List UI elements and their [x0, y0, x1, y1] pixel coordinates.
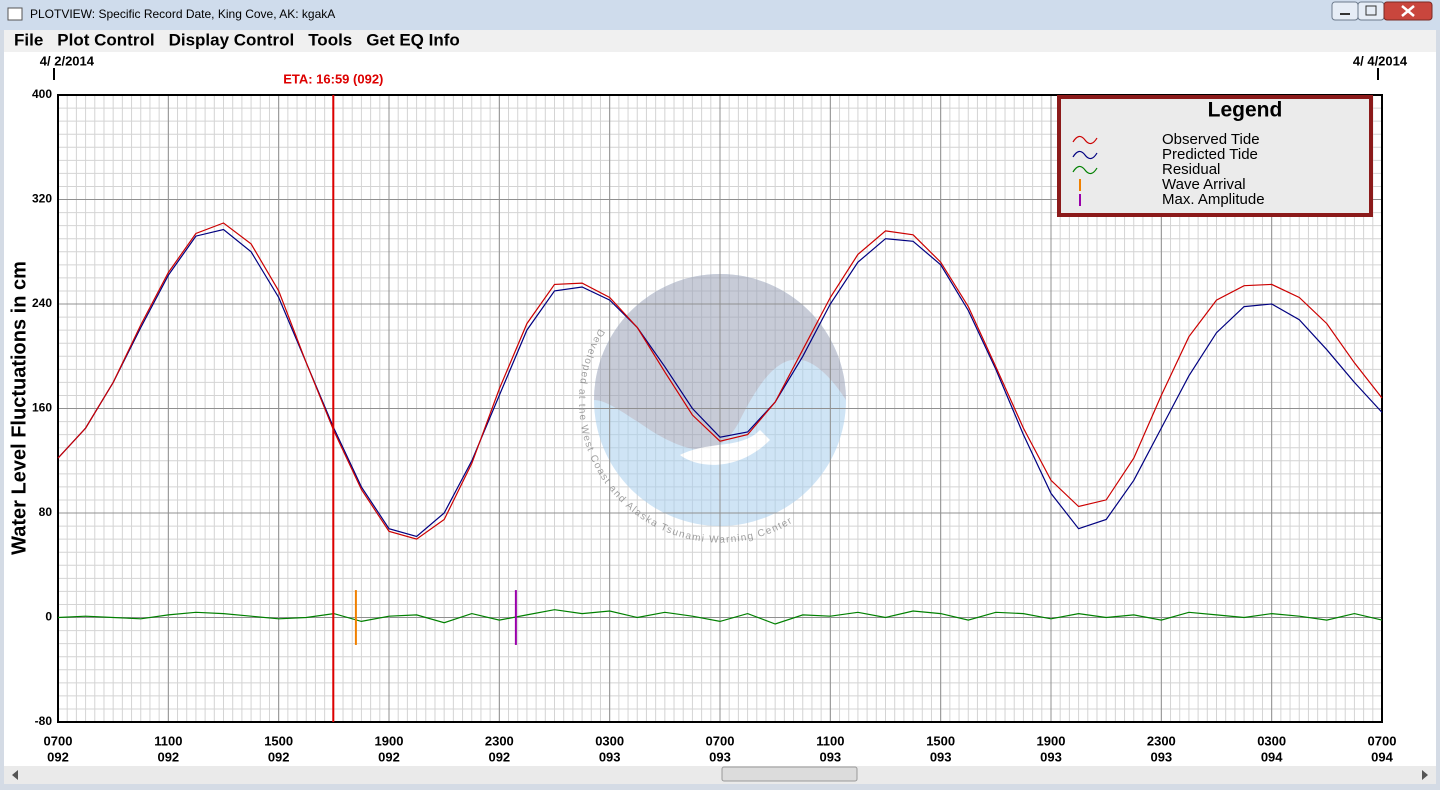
x-tick-day: 093: [819, 749, 841, 764]
plot-frame: [57, 94, 1383, 723]
legend-box: [1057, 95, 1373, 217]
title-bar: [0, 0, 1440, 30]
x-tick-day: 093: [1040, 749, 1062, 764]
x-tick-day: 092: [47, 749, 69, 764]
menu-bar: [4, 30, 1436, 52]
menu: File Plot Control Display Control Tools Get …: [14, 30, 460, 49]
scrollbar[interactable]: [4, 766, 1436, 784]
x-tick-label: 0700: [44, 733, 73, 748]
menu-item[interactable]: Get EQ Info: [366, 30, 460, 49]
y-tick-label: 400: [32, 87, 52, 101]
menu-item[interactable]: Display Control: [169, 30, 295, 49]
date-label: 4/ 4/2014: [1353, 53, 1408, 68]
series-line: [57, 222, 1383, 540]
x-tick-label: 1100: [154, 733, 182, 748]
x-tick-day: 093: [599, 749, 621, 764]
x-tick-label: 1900: [375, 733, 404, 748]
y-tick-label: 240: [32, 296, 52, 310]
x-tick-day: 093: [709, 749, 731, 764]
legend-label: Residual: [1162, 161, 1220, 178]
x-tick-label: 1900: [1037, 733, 1066, 748]
scrollbar-thumb[interactable]: [721, 766, 858, 782]
maximize-icon: [1365, 5, 1377, 16]
close-icon: [1401, 5, 1415, 17]
y-tick-label: 80: [39, 505, 53, 519]
app-icon: [7, 7, 23, 21]
date-label: 4/ 2/2014: [40, 53, 95, 68]
x-tick-day: 094: [1261, 749, 1283, 764]
x-tick-label: 1500: [926, 733, 955, 748]
x-tick-label: 0700: [706, 733, 735, 748]
x-tick-day: 092: [268, 749, 290, 764]
menu-item[interactable]: File: [14, 30, 43, 49]
series-line: [57, 609, 1383, 625]
x-tick-label: 1100: [816, 733, 844, 748]
x-tick-label: 1500: [264, 733, 293, 748]
x-tick-label: 0300: [595, 733, 624, 748]
x-tick-label: 0700: [1368, 733, 1397, 748]
menu-item[interactable]: Tools: [308, 30, 352, 49]
y-axis-label: Water Level Fluctuations in cm: [8, 261, 30, 555]
x-tick-day: 092: [488, 749, 510, 764]
y-tick-label: 320: [32, 192, 52, 206]
series-line: [57, 228, 1383, 538]
x-tick-label: 2300: [485, 733, 514, 748]
legend-swatch: [1072, 150, 1098, 160]
minimize-button[interactable]: [1331, 1, 1359, 21]
x-tick-day: 093: [930, 749, 952, 764]
legend-label: Wave Arrival: [1162, 176, 1246, 193]
x-tick-day: 092: [378, 749, 400, 764]
x-tick-label: 2300: [1147, 733, 1176, 748]
x-tick-day: 093: [1150, 749, 1172, 764]
y-tick-label: -80: [35, 714, 53, 728]
y-tick-label: 0: [45, 610, 52, 624]
menu-item[interactable]: Plot Control: [57, 30, 154, 49]
window-title: PLOTVIEW: Specific Record Date, King Cov…: [30, 7, 335, 21]
legend-label: Predicted Tide: [1162, 146, 1258, 163]
x-tick-day: 092: [157, 749, 179, 764]
eta-label: ETA: 16:59 (092): [283, 71, 383, 86]
legend-title: Legend: [1208, 99, 1283, 122]
legend-swatch: [1072, 165, 1098, 175]
chart: Developed at the West Coast and Alaska T…: [8, 53, 1408, 764]
maximize-button[interactable]: [1357, 1, 1385, 21]
watermark-wave: [680, 430, 770, 465]
x-tick-day: 094: [1371, 749, 1393, 764]
y-tick-label: 160: [32, 401, 52, 415]
x-tick-label: 0300: [1257, 733, 1286, 748]
legend-label: Observed Tide: [1162, 131, 1260, 148]
legend-swatch: [1072, 135, 1098, 145]
legend-label: Max. Amplitude: [1162, 191, 1265, 208]
